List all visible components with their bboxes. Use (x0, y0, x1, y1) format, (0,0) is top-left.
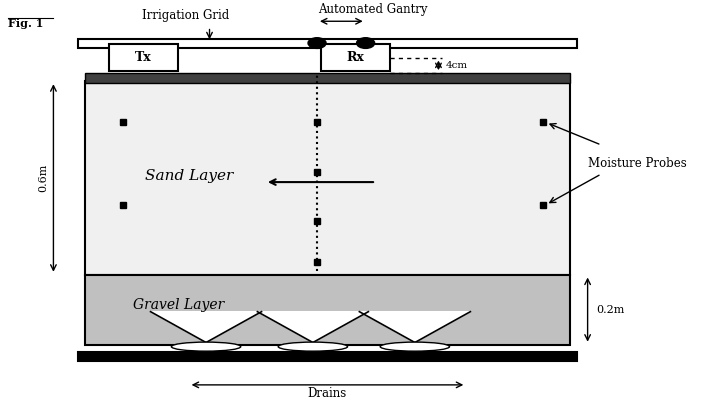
Text: Sand Layer: Sand Layer (145, 169, 233, 183)
Ellipse shape (171, 342, 241, 351)
Polygon shape (151, 312, 261, 343)
Text: Gravel Layer: Gravel Layer (133, 299, 224, 312)
Text: 0.6m: 0.6m (38, 164, 48, 192)
Text: Moisture Probes: Moisture Probes (588, 157, 687, 170)
Bar (77, 352, 577, 361)
Text: 4cm: 4cm (445, 61, 467, 70)
Bar (84, 81, 570, 275)
Bar (84, 73, 570, 84)
Text: Drains: Drains (308, 387, 347, 400)
Circle shape (356, 38, 375, 48)
Bar (84, 275, 570, 344)
Circle shape (308, 38, 326, 48)
Ellipse shape (380, 342, 449, 351)
Polygon shape (359, 312, 470, 343)
Bar (77, 39, 577, 47)
Text: Rx: Rx (346, 51, 364, 64)
Polygon shape (258, 312, 368, 343)
Text: Fig. 1: Fig. 1 (9, 18, 44, 29)
Text: 0.2m: 0.2m (596, 304, 624, 315)
Ellipse shape (278, 342, 348, 351)
Text: Irrigation Grid: Irrigation Grid (141, 9, 229, 22)
Bar (109, 44, 178, 71)
Bar (320, 44, 390, 71)
Text: Tx: Tx (135, 51, 152, 64)
Text: Automated Gantry: Automated Gantry (318, 3, 427, 16)
